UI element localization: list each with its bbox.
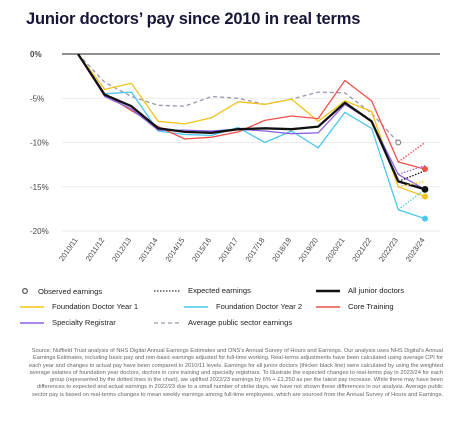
- legend-fy2-label: Foundation Doctor Year 2: [216, 302, 303, 311]
- legend-all-junior: All junior doctors: [316, 286, 404, 295]
- legend-specialty-label: Specialty Registrar: [52, 318, 116, 327]
- purple-line-icon: [20, 321, 44, 324]
- legend-expected-label: Expected earnings: [188, 286, 251, 295]
- x-tick-label: 2021/22: [350, 236, 373, 263]
- x-tick-label: 2010/11: [57, 236, 80, 263]
- x-tick-label: 2014/15: [163, 236, 186, 263]
- expected-line: [397, 141, 426, 163]
- x-tick-label: 2023/24: [404, 236, 427, 263]
- observed-points: [395, 139, 429, 222]
- legend-all-label: All junior doctors: [348, 286, 405, 295]
- x-tick-label: 2015/16: [190, 236, 213, 263]
- x-tick-label: 2012/13: [110, 236, 133, 263]
- thick-line-icon: [316, 289, 340, 292]
- x-tick-label: 2011/12: [84, 236, 107, 263]
- x-tick-label: 2016/17: [217, 236, 240, 263]
- series-line-all-junior-doctors: [77, 53, 426, 191]
- y-tick-label: -20%: [30, 227, 49, 236]
- legend-specialty: Specialty Registrar: [20, 318, 116, 327]
- observed-marker-icon: [21, 287, 29, 295]
- y-axis-ticks: 0% -5% -10% -15% -20%: [30, 50, 49, 236]
- grid-lines: [62, 53, 440, 232]
- x-tick-label: 2013/14: [137, 236, 160, 263]
- x-tick-label: 2022/23: [377, 236, 400, 263]
- series-line-average-public-sector-earnings: [77, 53, 399, 143]
- expected-line: [397, 188, 426, 211]
- y-tick-label: -5%: [30, 94, 44, 103]
- legend-observed-label: Observed earnings: [38, 286, 103, 296]
- dashed-line-icon: [154, 321, 180, 324]
- line-chart: 0%-5%-10%-15%-20% 2010/11 2011/12 2012/13 2…: [30, 50, 440, 263]
- series-line-foundation-doctor-year-2: [77, 53, 426, 220]
- series-line-foundation-doctor-year-1: [77, 53, 426, 198]
- dotted-line-icon: [154, 289, 180, 292]
- legend-public: Average public sector earnings: [154, 318, 292, 327]
- series-line-core-training: [77, 53, 426, 170]
- observed-point: [395, 139, 402, 146]
- chart-title: Junior doctors’ pay since 2010 in real t…: [26, 10, 361, 28]
- x-tick-label: 2018/19: [270, 236, 293, 263]
- x-tick-label: 2017/18: [244, 236, 267, 263]
- legend-fy1-label: Foundation Doctor Year 1: [52, 302, 139, 311]
- legend-public-label: Average public sector earnings: [188, 318, 293, 327]
- x-axis-ticks: 2010/11 2011/12 2012/13 2013/14 2014/15 2015/…: [57, 236, 427, 263]
- expected-earnings-lines: [397, 141, 426, 211]
- yellow-line-icon: [20, 305, 44, 308]
- source-note: Source: Nuffield Trust analysis of NHS D…: [28, 348, 443, 398]
- legend-core-label: Core Training: [348, 302, 394, 311]
- y-tick-label: -10%: [30, 139, 49, 148]
- x-tick-label: 2019/20: [297, 236, 320, 263]
- red-line-icon: [316, 305, 340, 308]
- y-tick-label: -15%: [30, 183, 49, 192]
- legend-fy1: Foundation Doctor Year 1: [20, 302, 138, 311]
- x-tick-label: 2020/21: [324, 236, 347, 263]
- observed-point: [421, 186, 429, 193]
- legend-observed: Observed earnings: [20, 286, 102, 296]
- blue-line-icon: [184, 305, 208, 308]
- observed-point: [422, 166, 429, 173]
- series-lines: [77, 53, 426, 220]
- legend-core: Core Training: [316, 302, 394, 311]
- legend-fy2: Foundation Doctor Year 2: [184, 302, 302, 311]
- legend-expected: Expected earnings: [154, 286, 251, 295]
- observed-point: [422, 215, 429, 222]
- observed-point: [422, 193, 429, 200]
- y-tick-label: 0%: [30, 50, 42, 59]
